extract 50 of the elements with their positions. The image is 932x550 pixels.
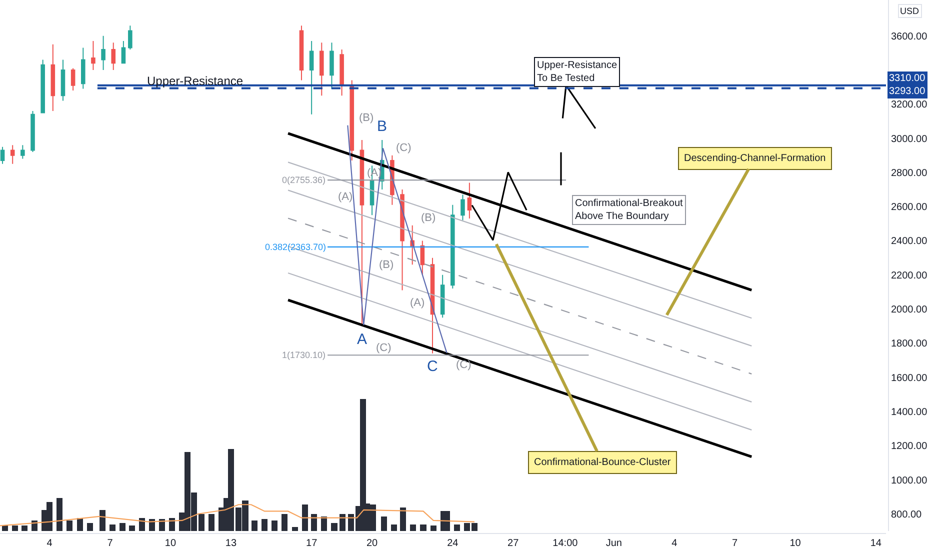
annotation: (C) — [456, 359, 472, 371]
y-tick-label: 1600.00 — [891, 372, 928, 384]
annotation: Upper-Resistance — [147, 74, 244, 88]
y-tick-label: 800.00 — [891, 509, 922, 520]
y-tick-label: 2800.00 — [891, 168, 928, 179]
x-tick-label: 4 — [672, 538, 678, 549]
annotation: (B) — [421, 212, 436, 224]
x-tick-label: 24 — [447, 538, 459, 549]
x-tick-label: 14 — [870, 538, 882, 549]
annotation: (B) — [359, 112, 374, 124]
annotation: Confirmational-Bounce-Cluster — [534, 457, 672, 468]
annotation: Confirmational-Breakout Above The Boundary — [575, 198, 684, 222]
x-tick-label: 13 — [225, 538, 237, 549]
annotation: (C) — [376, 342, 392, 354]
series-label: 0.382(2363.70) — [265, 242, 326, 252]
annotation: Upper-Resistance To Be Tested — [537, 60, 618, 84]
y-tick-label: 1400.00 — [891, 406, 928, 418]
y-tick-label: 2400.00 — [891, 236, 928, 248]
y-tick-label: 3200.00 — [891, 100, 928, 111]
annotation: (B) — [379, 259, 394, 271]
y-tick-label: 3600.00 — [891, 31, 928, 42]
x-tick-label: 7 — [107, 538, 114, 549]
y-tick-label: 2200.00 — [891, 270, 928, 282]
x-tick-label: 20 — [366, 538, 378, 549]
annotation: B — [377, 118, 388, 135]
annotation: C — [427, 358, 438, 375]
ref-line-label: 3293.00 — [889, 86, 926, 97]
y-tick-label: 1000.00 — [891, 475, 928, 486]
ref-line-label: 3310.00 — [889, 73, 926, 84]
y-tick-label: 2000.00 — [891, 304, 928, 316]
series-label: 1(1730.10) — [282, 350, 326, 360]
y-tick-label: 3000.00 — [891, 134, 928, 145]
y-axis-title: USD — [900, 6, 920, 16]
x-tick-label: 10 — [164, 538, 176, 549]
annotation: A — [357, 331, 368, 348]
x-tick-label: 4 — [46, 538, 53, 549]
x-tick-label: 7 — [732, 538, 738, 549]
annotation: Descending-Channel-Formation — [684, 153, 826, 164]
x-tick-label: 27 — [508, 538, 520, 549]
x-tick-label: 17 — [306, 538, 318, 549]
annotation: (A) — [410, 297, 425, 309]
y-tick-label: 1200.00 — [891, 441, 928, 452]
x-tick-label: Jun — [606, 538, 622, 549]
annotation: (C) — [396, 142, 412, 154]
x-tick-label: 14:00 — [552, 538, 578, 549]
annotation: (A) — [338, 191, 353, 203]
series-label: 0(2755.36) — [282, 175, 326, 185]
x-tick-label: 10 — [790, 538, 802, 549]
y-tick-label: 1800.00 — [891, 338, 928, 350]
y-tick-label: 2600.00 — [891, 202, 928, 214]
